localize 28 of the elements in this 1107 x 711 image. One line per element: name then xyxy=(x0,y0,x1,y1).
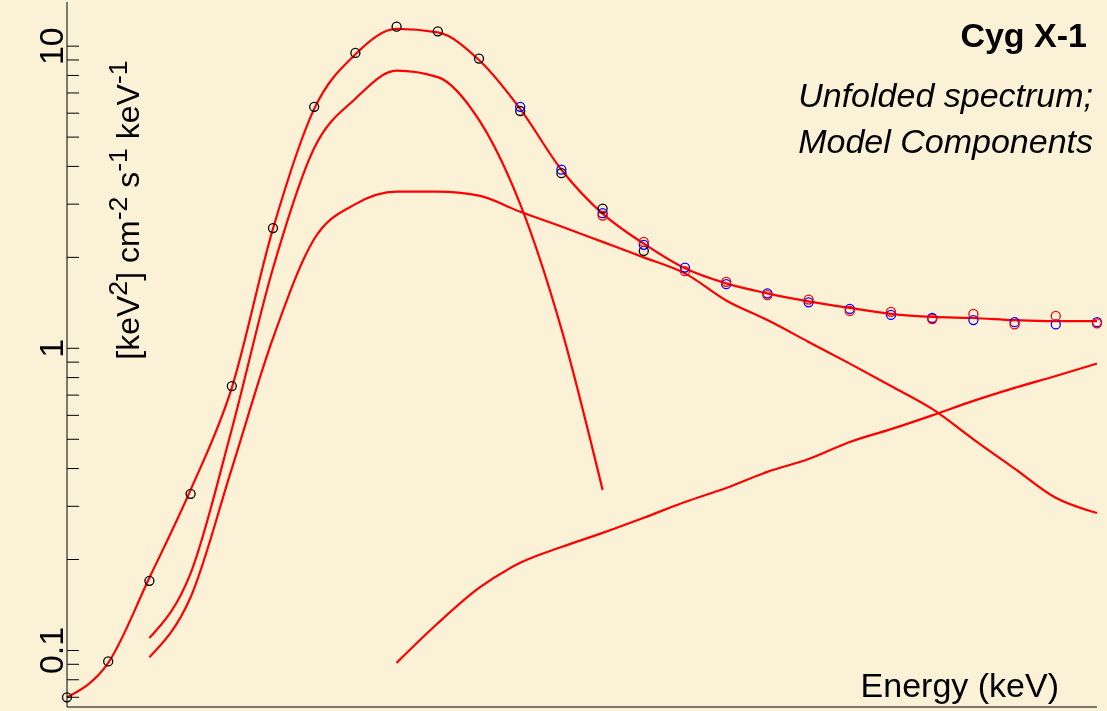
point xyxy=(679,266,691,277)
y-tick-label: 10 xyxy=(32,27,70,66)
y-tick-label: 1 xyxy=(32,338,70,358)
point xyxy=(1050,319,1061,330)
point xyxy=(267,222,279,234)
point xyxy=(309,101,320,112)
point xyxy=(103,656,114,667)
point xyxy=(679,262,691,273)
point xyxy=(597,203,608,214)
point xyxy=(515,101,526,112)
point xyxy=(556,167,567,179)
point xyxy=(144,575,155,586)
point xyxy=(968,314,979,326)
point xyxy=(185,488,196,499)
point xyxy=(432,26,443,37)
point xyxy=(515,105,526,117)
point xyxy=(638,245,649,257)
text: Unfolded spectrum; Model Components xyxy=(797,75,1093,162)
chart-title: Cyg X-1 xyxy=(960,16,1087,55)
x-axis-title: Energy (keV) xyxy=(860,666,1059,705)
point xyxy=(226,380,237,392)
point xyxy=(473,53,485,64)
point xyxy=(556,164,567,175)
point xyxy=(391,21,402,32)
y-tick-label: 0.1 xyxy=(32,626,70,675)
point xyxy=(61,692,73,703)
point xyxy=(1050,310,1061,322)
point xyxy=(350,47,361,59)
